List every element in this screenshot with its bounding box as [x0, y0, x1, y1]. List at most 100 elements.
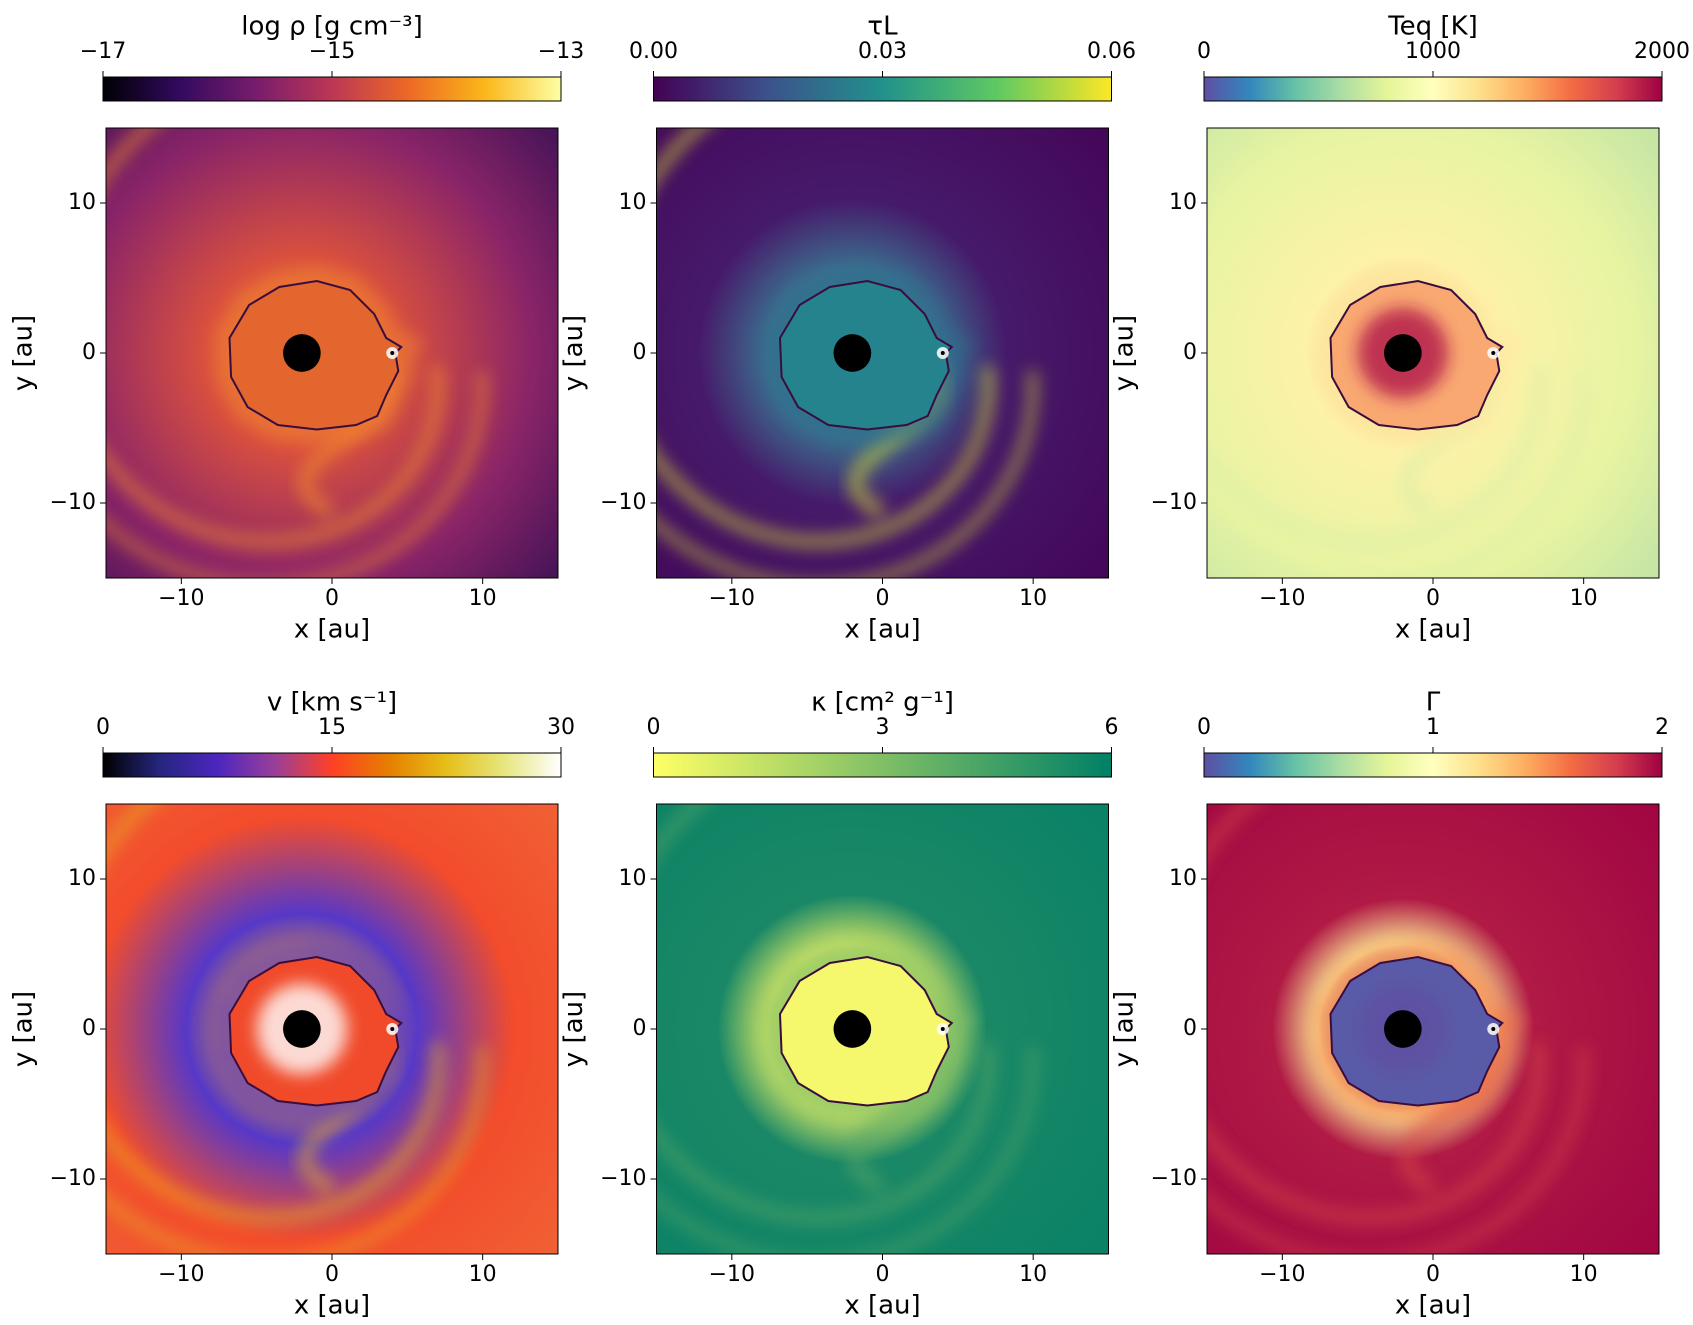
contour: [1329, 279, 1504, 431]
panel: Γ 0 1 2 −10 0 10 −10 0 10 x [au] y [au]: [1110, 688, 1670, 1321]
y-tick-label: −10: [600, 1166, 646, 1191]
x-axis-label: x [au]: [294, 615, 370, 645]
contour: [1329, 955, 1504, 1107]
x-axis-label: x [au]: [1395, 615, 1471, 645]
y-axis-label: y [au]: [1110, 991, 1140, 1067]
colorbar-tick-label: 1: [1426, 715, 1440, 740]
y-tick-label: 10: [68, 190, 96, 215]
colorbar-tick-label: 0.03: [858, 39, 907, 64]
y-tick-label: 0: [633, 340, 647, 365]
colorbar: [102, 752, 562, 778]
field: [106, 128, 558, 578]
x-tick-label: −10: [709, 1262, 755, 1287]
planet: [1491, 1027, 1496, 1031]
colorbar-label: log ρ [g cm⁻³]: [241, 12, 423, 42]
x-tick-label: 0: [325, 1262, 339, 1287]
colorbar-tick-label: 0: [96, 715, 110, 740]
y-tick-label: 10: [1169, 190, 1197, 215]
field: [656, 804, 1109, 1254]
colorbar-tick-label: −15: [309, 39, 355, 64]
colorbar-label: κ [cm² g⁻¹]: [811, 688, 954, 718]
colorbar-tick-label: 30: [547, 715, 575, 740]
field: [106, 804, 558, 1254]
spiral-arm: [1207, 804, 1546, 1225]
x-tick-label: 10: [1019, 586, 1047, 611]
spiral-arm: [1207, 370, 1589, 578]
colorbar-tick-label: −17: [80, 39, 126, 64]
colorbar-tick-label: 0: [1197, 715, 1211, 740]
x-axis-label: x [au]: [1395, 1291, 1471, 1321]
y-axis-label: y [au]: [1110, 315, 1140, 391]
x-axis-label: x [au]: [294, 1291, 370, 1321]
field: [656, 128, 1109, 578]
spiral-arm: [106, 128, 445, 549]
y-tick-label: 0: [82, 1016, 96, 1041]
planet: [940, 1027, 945, 1031]
x-tick-label: −10: [158, 586, 204, 611]
x-tick-label: 0: [1426, 586, 1440, 611]
colorbar-tick-label: 2: [1655, 715, 1669, 740]
planet: [390, 1027, 395, 1031]
star: [1384, 1010, 1422, 1048]
x-axis-label: x [au]: [844, 615, 920, 645]
planet: [1491, 351, 1496, 355]
colorbar: [653, 752, 1112, 778]
x-axis-label: x [au]: [844, 1291, 920, 1321]
y-tick-label: 0: [82, 340, 96, 365]
contour: [778, 955, 954, 1107]
y-axis-label: y [au]: [559, 991, 589, 1067]
panel: τL 0.00 0.03 0.06 −10 0 10 −10 0 10 x [au] y [au]: [559, 12, 1136, 645]
y-tick-label: 0: [1183, 1016, 1197, 1041]
y-axis-label: y [au]: [9, 315, 39, 391]
planet: [940, 351, 945, 355]
star: [283, 334, 321, 372]
x-tick-label: −10: [1259, 1262, 1305, 1287]
star: [833, 1010, 872, 1048]
star: [1384, 334, 1422, 372]
spiral-arm: [656, 128, 996, 549]
colorbar-tick-label: 0.00: [629, 39, 678, 64]
x-tick-label: 0: [876, 586, 890, 611]
contour: [228, 955, 403, 1107]
y-axis-label: y [au]: [9, 991, 39, 1067]
y-tick-label: 10: [68, 866, 96, 891]
colorbar: [102, 76, 562, 102]
y-tick-label: 10: [619, 866, 647, 891]
planet: [390, 351, 395, 355]
y-tick-label: 10: [619, 190, 647, 215]
x-tick-label: −10: [1259, 586, 1305, 611]
colorbar-tick-label: 0: [647, 715, 661, 740]
colorbar-tick-label: −13: [538, 39, 584, 64]
x-tick-label: 10: [469, 1262, 497, 1287]
y-tick-label: −10: [600, 490, 646, 515]
panel: log ρ [g cm⁻³] −17 −15 −13 −10 0 10 −10 0 10 x [au…: [9, 12, 585, 645]
colorbar-tick-label: 0: [1197, 39, 1211, 64]
contour: [228, 279, 403, 431]
panel: v [km s⁻¹] 0 15 30 −10 0 10 −10 0 10 x [au] y [au]: [9, 688, 576, 1321]
y-tick-label: −10: [50, 490, 96, 515]
y-tick-label: 0: [633, 1016, 647, 1041]
contour: [778, 279, 954, 431]
y-tick-label: −10: [1151, 490, 1197, 515]
y-tick-label: 10: [1169, 866, 1197, 891]
field: [1207, 804, 1659, 1254]
colorbar-tick-label: 6: [1105, 715, 1119, 740]
spiral-arm: [106, 804, 445, 1225]
spiral-arm: [656, 804, 996, 1225]
x-tick-label: −10: [158, 1262, 204, 1287]
x-tick-label: 0: [325, 586, 339, 611]
spiral-arm: [1207, 1046, 1589, 1254]
spiral-arm: [106, 370, 488, 578]
panel: Teq [K] 0 1000 2000 −10 0 10 −10 0 10 x [au] y [au]: [1110, 12, 1691, 645]
panel: κ [cm² g⁻¹] 0 3 6 −10 0 10 −10 0 10 x [au] y [au]: [559, 688, 1119, 1321]
y-tick-label: 0: [1183, 340, 1197, 365]
colorbar-label: v [km s⁻¹]: [267, 688, 397, 718]
star: [283, 1010, 321, 1048]
spiral-arm: [1207, 128, 1546, 549]
x-tick-label: 10: [1570, 586, 1598, 611]
x-tick-label: 10: [1570, 1262, 1598, 1287]
colorbar: [1203, 752, 1663, 778]
x-tick-label: 0: [1426, 1262, 1440, 1287]
spiral-arm: [656, 370, 1038, 578]
